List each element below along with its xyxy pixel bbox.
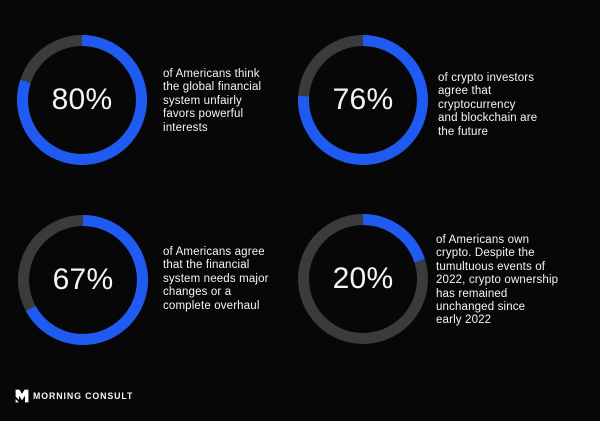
stat-description: of crypto investors agree that cryptocur… xyxy=(438,72,538,138)
donut-arc xyxy=(18,215,148,345)
stat-description: of Americans agree that the financial sy… xyxy=(163,246,269,312)
donut-chart-80: 80% xyxy=(17,35,147,165)
donut-svg xyxy=(18,215,148,345)
stat-description: of Americans own crypto. Despite the tum… xyxy=(436,234,559,327)
percent-label: 20% xyxy=(332,262,394,295)
donut-chart-67: 67% xyxy=(18,215,148,345)
donut-arc xyxy=(17,35,147,165)
percent-label: 80% xyxy=(51,83,113,116)
percent-label: 76% xyxy=(332,83,394,116)
percent-label: 67% xyxy=(52,263,114,296)
donut-svg xyxy=(298,35,428,165)
donut-svg xyxy=(17,35,147,165)
donut-chart-20: 20% xyxy=(298,214,428,344)
footer-brand: MORNING CONSULT xyxy=(15,389,133,403)
stat-description: of Americans think the global financial … xyxy=(163,68,262,134)
morning-consult-logo-icon xyxy=(15,389,29,403)
donut-chart-76: 76% xyxy=(298,35,428,165)
donut-arc xyxy=(298,35,428,165)
morning-consult-logo-text: MORNING CONSULT xyxy=(33,391,134,401)
donut-arc xyxy=(298,214,428,344)
donut-svg xyxy=(298,214,428,344)
